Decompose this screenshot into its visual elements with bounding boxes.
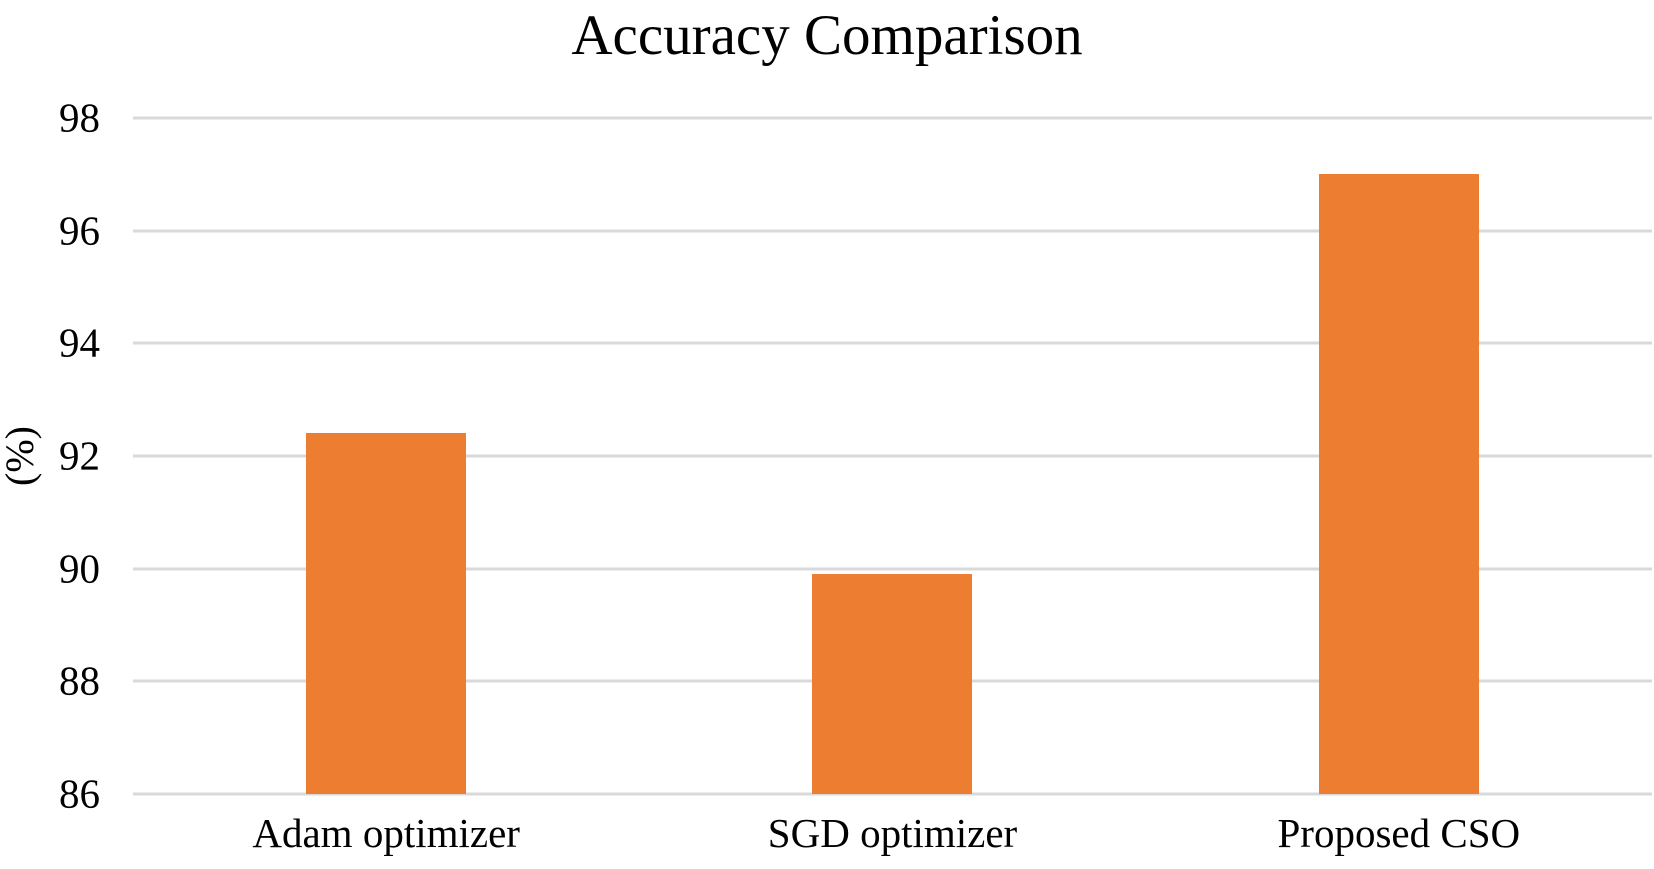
y-tick-label-88: 88 bbox=[59, 657, 100, 704]
gridline-96 bbox=[133, 229, 1652, 233]
gridline-86 bbox=[133, 792, 1652, 796]
bar-proposed-cso bbox=[1318, 174, 1479, 794]
y-tick-label-90: 90 bbox=[59, 545, 100, 592]
x-axis-category-labels: Adam optimizer SGD optimizer Proposed CSO bbox=[133, 794, 1652, 856]
gridline-90 bbox=[133, 567, 1652, 571]
chart-title: Accuracy Comparison bbox=[571, 4, 1083, 67]
bars-row bbox=[133, 118, 1652, 794]
x-category-label-proposed-cso: Proposed CSO bbox=[1277, 810, 1521, 856]
y-tick-label-98: 98 bbox=[59, 94, 100, 141]
bar-adam-optimizer bbox=[306, 433, 467, 794]
plot-area bbox=[133, 116, 1652, 796]
y-tick-label-94: 94 bbox=[59, 319, 100, 366]
gridline-98 bbox=[133, 116, 1652, 120]
gridline-92 bbox=[133, 454, 1652, 458]
y-axis-tick-labels: 86 88 90 92 94 96 98 bbox=[0, 97, 100, 814]
bar-sgd-optimizer bbox=[812, 574, 973, 794]
x-category-label-sgd-optimizer: SGD optimizer bbox=[767, 810, 1018, 856]
y-tick-label-86: 86 bbox=[59, 770, 100, 817]
y-tick-label-96: 96 bbox=[59, 207, 100, 254]
gridline-94 bbox=[133, 341, 1652, 345]
y-tick-label-92: 92 bbox=[59, 432, 100, 479]
x-category-label-adam-optimizer: Adam optimizer bbox=[252, 810, 520, 856]
bar-slot-adam-optimizer bbox=[133, 118, 639, 794]
bar-slot-proposed-cso bbox=[1146, 118, 1652, 794]
bar-slot-sgd-optimizer bbox=[639, 118, 1145, 794]
